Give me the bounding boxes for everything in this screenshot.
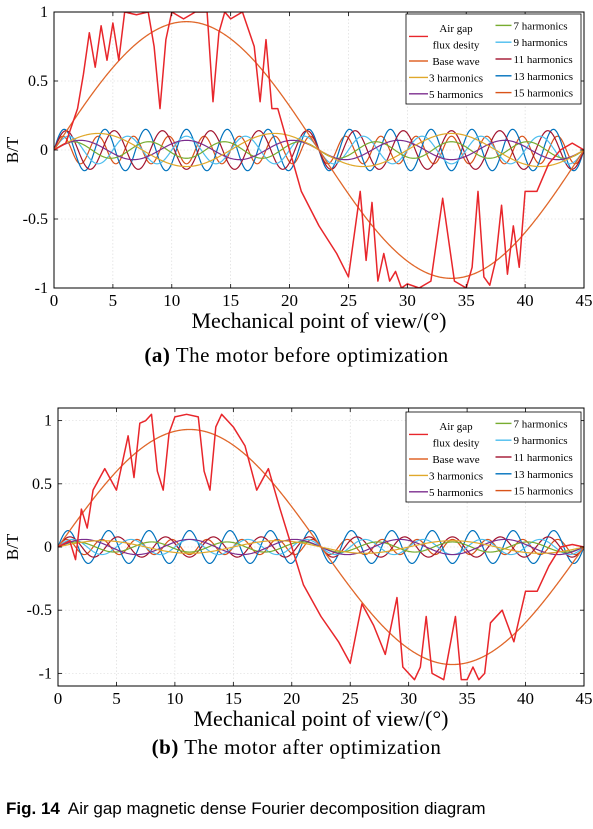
chart-b-subtitle: (b) The motor after optimization [0,735,593,760]
chart-a-x-axis-label: Mechanical point of view/(°) [192,308,447,333]
chart-b-x-tick-label: 0 [54,689,63,708]
chart-b-legend-label: 3 harmonics [429,470,483,482]
figure-caption-text: Air gap magnetic dense Fourier decomposi… [67,799,486,818]
chart-b-x-tick-label: 40 [517,689,534,708]
chart-b-y-tick-label: 0.5 [32,476,52,493]
chart-a-y-tick-label: 1 [40,4,48,21]
chart-b-legend-label: Air gap [439,421,473,433]
chart-a-legend-label: flux desity [433,40,480,52]
chart-b-legend-label: 15 harmonics [514,486,574,498]
chart-b-legend [405,411,582,503]
chart-b-panel-label: (b) [151,735,179,759]
chart-b-x-tick-label: 15 [225,689,242,708]
chart-a-x-tick-label: 20 [281,291,298,310]
chart-b-y-tick-label: -0.5 [27,602,52,619]
chart-panel-a: 0 5 10 15 20 25 30 35 40 45 -1 -0.5 0 0.5 1 Mechanical … [0,0,593,380]
chart-b-legend-label: 5 harmonics [429,487,483,499]
chart-b-legend-label: 11 harmonics [514,452,573,464]
chart-b-y-tick-label: -1 [39,665,52,682]
chart-a-legend-label: 3 harmonics [429,72,483,84]
figure-number: Fig. 14 [6,799,60,818]
chart-a-svg: 0 5 10 15 20 25 30 35 40 45 -1 -0.5 0 0.5 1 Mechanical … [3,4,593,333]
chart-b-series-1-line [58,428,584,666]
chart-a-legend-label: Base wave [432,56,479,68]
chart-a-y-tick-label: -1 [35,280,48,297]
chart-a-x-tick-label: 35 [458,291,475,310]
chart-b-legend-label: flux desity [433,438,480,450]
chart-b-subtitle-text: The motor after optimization [184,735,442,759]
chart-a-y-tick-label: -0.5 [23,211,48,228]
chart-panel-b: 0 5 10 15 20 25 30 35 40 45 -1 -0.5 0 0.5 1 Mechanical … [0,395,593,765]
chart-b-svg: 0 5 10 15 20 25 30 35 40 45 -1 -0.5 0 0.5 1 Mechanical … [3,407,593,731]
chart-a-x-tick-label: 40 [517,291,534,310]
chart-a-x-tick-label: 45 [576,291,593,310]
chart-a-legend-label: 13 harmonics [514,71,574,83]
chart-b-legend-label: 9 harmonics [514,435,568,447]
chart-a-x-tick-label: 30 [399,291,416,310]
chart-a-x-tick-label: 10 [163,291,180,310]
chart-b-flux-density-line [58,413,584,681]
chart-b-plot-area [58,413,584,681]
chart-a-legend-label: 9 harmonics [514,37,568,49]
chart-a-x-tick-label: 5 [109,291,118,310]
chart-b-x-tick-label: 25 [342,689,359,708]
chart-b-y-tick-label: 0 [44,539,52,556]
chart-b-x-tick-label: 20 [283,689,300,708]
chart-a-legend-label: 5 harmonics [429,89,483,101]
chart-b-x-tick-label: 5 [112,689,121,708]
chart-a-y-axis-label: B/T [3,136,22,163]
chart-b-x-tick-label: 10 [166,689,183,708]
chart-a-legend-label: 15 harmonics [514,88,574,100]
chart-b-y-axis-label: B/T [3,533,22,560]
chart-b-y-tick-label: 1 [44,413,52,430]
chart-a-legend-label: Air gap [439,23,473,35]
chart-b-legend-label: 7 harmonics [514,418,568,430]
chart-a-panel-label: (a) [144,343,171,367]
chart-a-y-tick-label: 0.5 [28,73,48,90]
chart-b-legend-label: 13 harmonics [514,469,574,481]
chart-a-flux-density-line [54,12,584,288]
chart-a-legend-label: 7 harmonics [514,20,568,32]
chart-a-y-tick-label: 0 [40,142,48,159]
chart-b-x-axis-label: Mechanical point of view/(°) [194,706,449,731]
chart-a-x-tick-label: 0 [50,291,59,310]
chart-a-subtitle-text: The motor before optimization [175,343,449,367]
chart-a-legend [405,13,582,105]
chart-b-x-tick-label: 45 [576,689,593,708]
chart-a-subtitle: (a) The motor before optimization [0,343,593,368]
chart-a-x-tick-label: 25 [340,291,357,310]
figure-caption: Fig. 14 Air gap magnetic dense Fourier de… [6,799,486,819]
chart-b-x-tick-label: 30 [400,689,417,708]
chart-a-x-tick-label: 15 [222,291,239,310]
chart-b-legend-label: Base wave [432,454,479,466]
chart-b-x-tick-label: 35 [459,689,476,708]
chart-a-legend-label: 11 harmonics [514,54,573,66]
chart-a-plot-area [54,12,584,288]
